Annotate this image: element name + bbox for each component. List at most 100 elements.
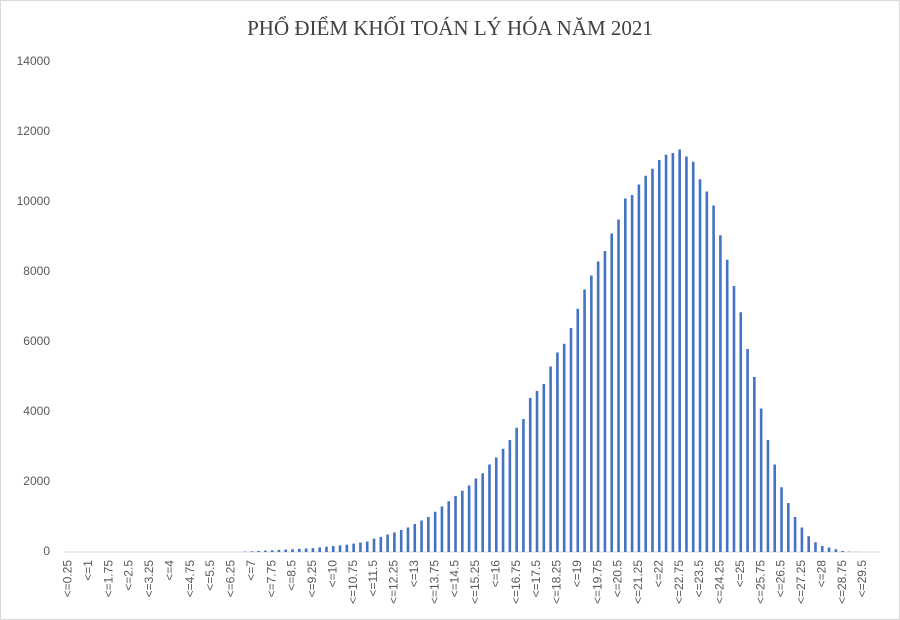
bar [678,149,681,552]
bar [413,524,417,552]
bar [787,503,790,552]
bar [386,534,389,552]
x-tick-label: <=15.25 [468,560,482,604]
x-tick-label: <=28 [814,560,828,588]
bar [759,408,763,552]
bar [549,366,552,552]
x-tick-label: <=13.75 [427,560,441,604]
bar [331,546,335,552]
bar [827,547,831,552]
x-tick-label: <=12.25 [387,560,401,604]
x-tick-label: <=22 [651,560,665,588]
bar [793,517,797,552]
bar [617,219,620,552]
bar [406,527,410,552]
bar [461,490,464,552]
bar [644,175,647,552]
x-tick-label: <=29.5 [855,560,869,598]
bar [528,398,532,552]
x-tick-label: <=5.5 [203,560,217,591]
bar [603,251,607,552]
bar [365,541,369,552]
bar [820,546,824,552]
x-tick-label: <=11.5 [366,560,380,597]
bar [671,153,675,552]
bar [372,538,376,552]
x-tick-label: <=16.75 [509,560,523,604]
bar [277,549,281,552]
y-tick-label: 8000 [23,264,50,278]
x-tick-label: <=10.75 [346,560,360,604]
bar [338,545,342,552]
chart-title: PHỔ ĐIỂM KHỐI TOÁN LÝ HÓA NĂM 2021 [247,16,653,40]
y-tick-label: 6000 [23,334,50,348]
bar [637,184,641,552]
bar [739,312,743,552]
bar [725,259,729,552]
bar [691,161,695,552]
y-tick-label: 0 [43,544,50,558]
x-tick-label: <=19.75 [590,560,604,604]
bar [399,529,403,552]
bar [719,235,722,552]
bar [311,548,315,552]
x-tick-label: <=21.25 [631,560,645,604]
x-tick-label: <=6.25 [224,560,238,598]
bar [250,551,254,552]
bar [664,154,668,552]
bar [596,261,600,552]
x-tick-label: <=3.25 [142,560,156,598]
bar [427,517,430,552]
bar [467,485,471,552]
x-tick-label: <=8.5 [285,560,299,591]
bar [841,550,844,552]
bar [481,473,484,552]
bar [454,496,457,552]
x-tick-label: <=25.75 [753,560,767,604]
bar [420,520,423,552]
bar [569,328,573,552]
bar [508,440,512,552]
x-tick-label: <=14.5 [448,560,462,598]
bar [780,487,783,552]
bar [359,542,362,552]
bar [807,536,810,552]
bar [325,546,328,552]
bar [651,168,654,552]
bar [766,440,770,552]
y-tick-label: 10000 [17,194,51,208]
bar [284,549,288,552]
bar [657,160,661,552]
x-tick-label: <=16 [488,560,502,588]
bar [352,543,355,552]
bar [257,550,260,552]
y-tick-label: 12000 [17,124,51,138]
x-tick-label: <=28.75 [835,560,849,604]
x-tick-label: <=25 [733,560,747,588]
bar [773,464,777,552]
bar [345,544,349,552]
bar [433,511,437,552]
bar [515,427,518,552]
x-tick-label: <=1.75 [101,560,115,598]
bar [522,419,525,552]
x-tick-label: <=17.5 [529,560,543,598]
y-tick-label: 14000 [17,54,51,68]
bar [800,527,804,552]
bar [732,286,736,552]
bar [264,550,267,552]
bar [705,191,709,552]
x-tick-label: <=1 [81,560,95,581]
bar [501,448,505,552]
bar [304,548,308,552]
bar [270,550,274,552]
bar [610,233,614,552]
bar [318,547,321,552]
bar [712,205,715,552]
bar [576,308,580,552]
x-tick-label: <=23.5 [692,560,706,598]
x-tick-label: <=26.5 [774,560,788,598]
x-tick-label: <=0.25 [61,560,75,598]
bar [291,549,294,552]
bar [447,501,451,552]
